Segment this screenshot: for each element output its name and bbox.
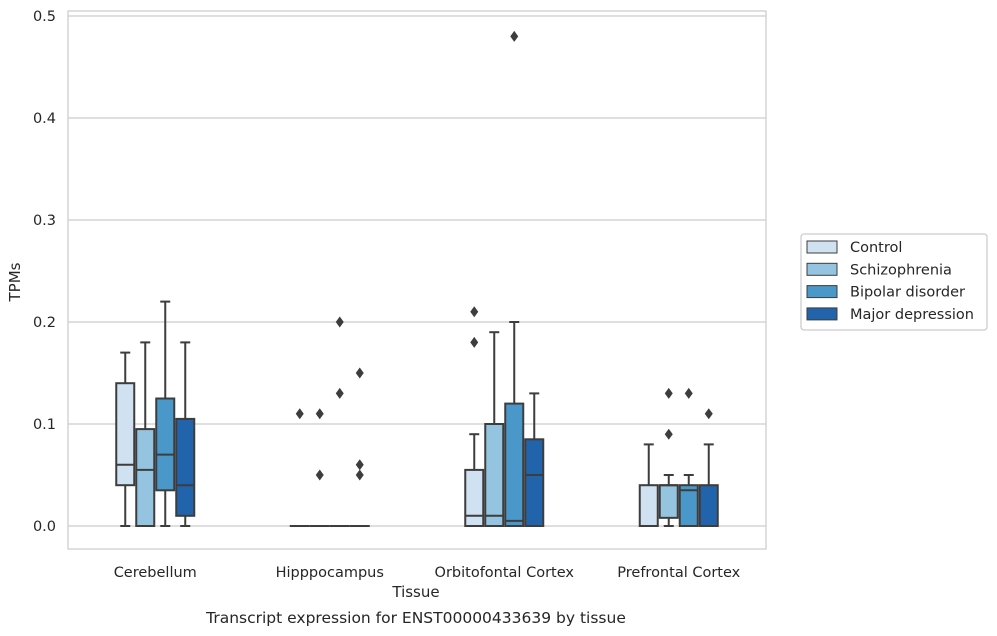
x-tick-label: Orbitofontal Cortex (435, 565, 575, 581)
box (638, 484, 659, 528)
y-tick-label: 0.4 (33, 111, 56, 127)
outlier-point (355, 367, 364, 379)
legend: Control Schizophrenia Bipolar disorder Majo… (800, 233, 988, 331)
plot-frame (67, 10, 767, 550)
box (464, 468, 485, 527)
outlier-point (335, 316, 344, 328)
outlier-point (315, 469, 324, 481)
legend-frame (800, 233, 988, 331)
box (484, 423, 505, 527)
outlier-point (315, 408, 324, 420)
outlier-point (355, 469, 364, 481)
x-tick-label: Prefrontal Cortex (617, 565, 740, 581)
legend-swatch (806, 285, 838, 299)
y-tick-label: 0.0 (33, 519, 56, 535)
legend-label: Bipolar disorder (850, 285, 965, 301)
outlier-point (664, 387, 673, 399)
outlier-point (664, 428, 673, 440)
plot-boxes (115, 30, 719, 528)
box (175, 417, 196, 517)
legend-swatch (806, 240, 838, 254)
legend-label: Control (850, 240, 902, 256)
y-tick-label: 0.2 (33, 315, 56, 331)
outlier-point (684, 387, 693, 399)
outlier-point (355, 459, 364, 471)
box (135, 428, 156, 528)
outlier-point (295, 408, 304, 420)
x-axis-label: Tissue (391, 583, 439, 601)
box (115, 382, 136, 487)
legend-swatch (806, 307, 838, 321)
legend-swatch (806, 262, 838, 276)
outlier-point (335, 387, 344, 399)
box (155, 397, 176, 492)
box (658, 484, 679, 519)
x-tick-label: Hipppocampus (276, 565, 384, 581)
x-tick-label: Cerebellum (114, 565, 197, 581)
y-tick-labels: 0.0 0.1 0.2 0.3 0.4 0.5 (33, 9, 56, 535)
y-axis-label: TPMs (6, 262, 24, 302)
chart-caption: Transcript expression for ENST0000043363… (205, 609, 626, 627)
x-tick-labels: Cerebellum Hipppocampus Orbitofontal Corte… (114, 565, 741, 581)
legend-label: Schizophrenia (850, 262, 952, 278)
outlier-point (470, 336, 479, 348)
box (504, 402, 525, 528)
box (678, 484, 699, 528)
y-tick-label: 0.1 (33, 417, 56, 433)
outlier-point (510, 30, 519, 42)
box (524, 438, 545, 527)
outlier-point (704, 408, 713, 420)
y-tick-label: 0.3 (33, 213, 56, 229)
legend-label: Major depression (850, 307, 974, 323)
y-tick-label: 0.5 (33, 9, 56, 25)
box (698, 484, 719, 528)
outlier-point (470, 306, 479, 318)
